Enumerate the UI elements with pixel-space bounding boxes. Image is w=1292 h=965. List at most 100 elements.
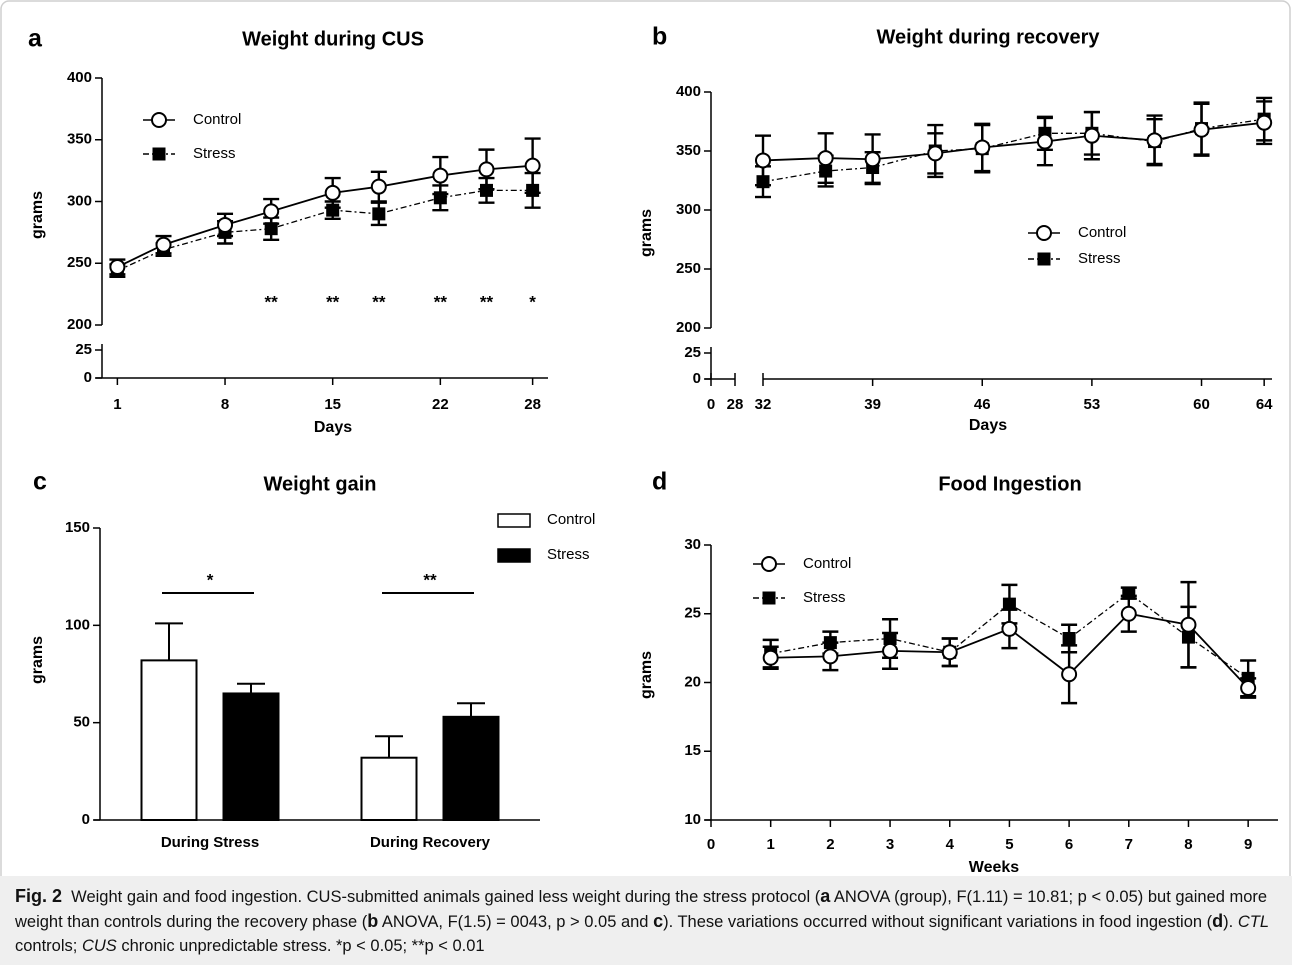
data-point (1036, 133, 1053, 150)
y-tick-label: 30 (684, 536, 701, 553)
data-point (817, 150, 834, 167)
data-point (819, 164, 833, 178)
caption-text: Fig. 2 (15, 886, 63, 906)
y-tick-label: 250 (67, 254, 92, 271)
data-point (822, 648, 839, 665)
significance: * (207, 570, 214, 589)
y-tick-label: 350 (676, 142, 701, 159)
x-tick-label: 64 (1256, 396, 1273, 413)
data-point (883, 632, 897, 645)
data-point (882, 642, 899, 659)
y-tick-label: 0 (84, 369, 92, 386)
y-tick-label: 25 (684, 344, 701, 361)
y-tick-label: 15 (684, 742, 701, 759)
panel-title: Weight during recovery (876, 26, 1100, 48)
panel-title: Weight during CUS (242, 28, 424, 50)
legend-label: Stress (803, 589, 846, 606)
y-tick-label: 0 (693, 370, 701, 387)
y-tick-label: 50 (73, 714, 90, 731)
x-tick-label: During Recovery (370, 834, 491, 851)
bar (442, 715, 500, 821)
y-tick-label: 150 (65, 519, 90, 536)
data-point (974, 139, 991, 156)
y-tick-label: 200 (676, 319, 701, 336)
x-tick-label: 3 (886, 836, 894, 853)
data-point (1181, 630, 1195, 644)
bar (222, 692, 280, 822)
data-point (370, 178, 387, 195)
data-point (324, 184, 341, 201)
caption-text: chronic unpredictable stress. *p < 0.05;… (116, 937, 485, 955)
x-tick-label: 7 (1125, 836, 1133, 853)
caption-text: ). (1223, 913, 1238, 931)
y-tick-label: 400 (67, 69, 92, 86)
y-axis-label: grams (638, 651, 655, 699)
bar (140, 659, 198, 822)
data-point (1240, 680, 1257, 696)
x-tick-label: 4 (946, 836, 955, 853)
caption-text: d (1212, 911, 1224, 931)
legend-label: Stress (547, 546, 590, 563)
data-point (217, 216, 234, 233)
data-point (762, 649, 779, 666)
figure-border (0, 0, 1291, 878)
y-tick-label: 20 (684, 673, 701, 690)
significance: * (529, 292, 536, 311)
panel-title: Weight gain (264, 473, 377, 495)
data-point (756, 175, 770, 189)
legend-marker (762, 591, 776, 605)
caption-text: b (367, 911, 379, 931)
x-tick-label: 46 (974, 396, 991, 413)
caption-text: a (820, 886, 831, 906)
legend-label: Control (1078, 224, 1126, 241)
x-tick-label: 0 (707, 396, 715, 413)
data-point (1122, 586, 1136, 600)
x-tick-label: 60 (1193, 396, 1210, 413)
data-point (479, 183, 493, 197)
caption-text: ANOVA (group), F(1.11) = 10.81; p < 0.05… (15, 888, 1272, 931)
legend-label: Stress (193, 145, 236, 162)
x-tick-label: 1 (113, 396, 121, 413)
significance: ** (480, 292, 494, 311)
data-point (372, 207, 386, 221)
y-tick-label: 350 (67, 131, 92, 148)
panel-letter: b (652, 23, 667, 51)
y-tick-label: 300 (676, 201, 701, 218)
legend-marker (152, 147, 166, 161)
caption-text: CTL (1237, 913, 1269, 931)
x-tick-label: 1 (767, 836, 775, 853)
series-line (770, 592, 1249, 679)
legend-marker (1036, 225, 1052, 241)
data-point (1120, 605, 1137, 622)
data-point (526, 183, 540, 197)
y-tick-label: 400 (676, 83, 701, 100)
data-point (433, 191, 447, 205)
x-tick-label: 9 (1244, 836, 1252, 853)
data-point (1002, 597, 1016, 611)
x-tick-label: 0 (707, 836, 715, 853)
caption-text: ). These variations occurred without sig… (663, 913, 1213, 931)
data-point (1146, 132, 1163, 149)
legend-marker (151, 112, 167, 128)
data-point (263, 203, 280, 220)
y-tick-label: 300 (67, 192, 92, 209)
caption-text: c (653, 911, 664, 931)
series-line (116, 164, 533, 268)
legend-label: Control (547, 511, 595, 528)
data-point (1061, 666, 1078, 683)
y-tick-label: 200 (67, 316, 92, 333)
data-point (1193, 121, 1210, 138)
x-tick-label: 8 (221, 396, 229, 413)
data-point (478, 161, 495, 178)
caption-text: Weight gain and food ingestion. CUS-subm… (62, 888, 821, 906)
y-axis-label: grams (638, 209, 655, 257)
data-point (1001, 620, 1018, 637)
bar (360, 756, 418, 821)
data-point (755, 152, 771, 169)
x-tick-label: During Stress (161, 834, 259, 851)
data-point (1256, 114, 1273, 131)
y-tick-label: 0 (82, 811, 90, 828)
y-axis-label: grams (29, 191, 46, 239)
data-point (864, 151, 881, 168)
caption-text: CUS (81, 937, 117, 955)
